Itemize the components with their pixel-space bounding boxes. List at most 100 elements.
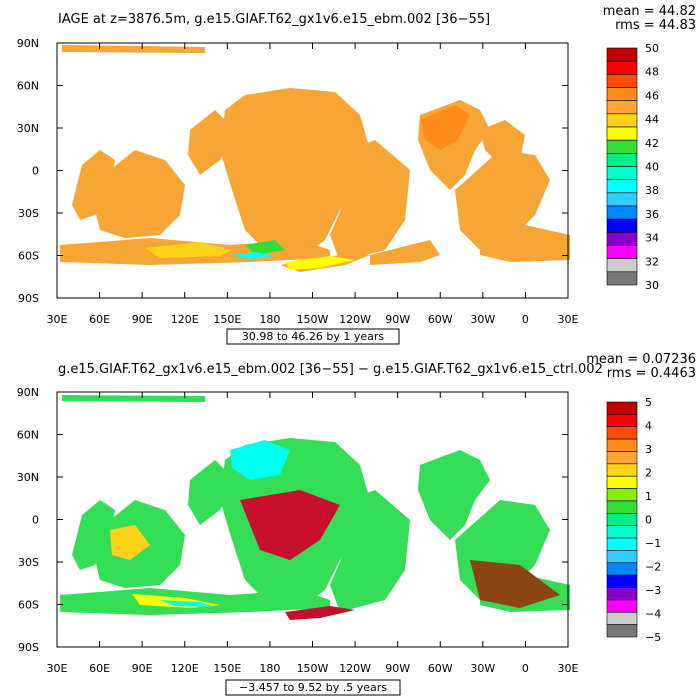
patch-bottom-brown-south-indian bbox=[160, 600, 215, 607]
patch-top-green-southeast bbox=[245, 240, 285, 255]
x-tick-label: 150W bbox=[297, 313, 329, 326]
colorbar-swatch bbox=[606, 500, 638, 514]
colorbar-swatch bbox=[606, 475, 638, 489]
colorbar-label: 2 bbox=[645, 467, 652, 480]
colorbar-swatch bbox=[606, 463, 638, 477]
field-region-top-africa-indian bbox=[72, 150, 115, 220]
colorbar-swatch bbox=[606, 550, 638, 564]
colorbar-swatch bbox=[606, 258, 638, 273]
y-tick-label: 60S bbox=[18, 599, 39, 612]
colorbar-label: 40 bbox=[645, 161, 659, 174]
colorbar-label: 46 bbox=[645, 89, 659, 102]
y-tick-label: 30S bbox=[18, 207, 39, 220]
x-tick-label: 30W bbox=[470, 662, 495, 675]
field-region-top-north-strip bbox=[62, 45, 205, 53]
field-region-bottom-east-pacific bbox=[330, 490, 410, 612]
colorbar-swatch bbox=[606, 245, 638, 259]
patch-top-cyan-band bbox=[230, 252, 275, 259]
colorbar-label: −5 bbox=[645, 631, 661, 644]
range-box-bottom bbox=[225, 679, 401, 696]
x-tick-label: 90W bbox=[385, 313, 410, 326]
colorbar-label: 30 bbox=[645, 279, 659, 292]
colorbar-bottom: 5 4 3 2 1 0 −1 −2 −3 −4 −5 bbox=[606, 396, 661, 644]
colorbar-swatch bbox=[606, 60, 638, 75]
field-region-top-se-atlantic bbox=[480, 225, 570, 262]
y-tick-labels-top: 90N 60N 30N 0 30S 60S 90S bbox=[17, 37, 39, 305]
y-tick-label: 60N bbox=[17, 429, 39, 442]
colorbar-label: −2 bbox=[645, 561, 661, 574]
patch-bottom-cyan-north-pacific bbox=[230, 440, 290, 480]
colorbar-label: 4 bbox=[645, 420, 652, 433]
colorbar-swatch bbox=[606, 166, 638, 180]
colorbar-swatch bbox=[606, 414, 638, 428]
patch-bottom-yellow-ross bbox=[285, 606, 355, 620]
y-tick-label: 30N bbox=[17, 122, 39, 135]
field-region-bottom-africa-indian bbox=[72, 500, 115, 570]
x-tick-label: 180 bbox=[259, 662, 280, 675]
x-tick-label: 60W bbox=[428, 313, 453, 326]
rms-label-top: rms = 44.83 bbox=[615, 18, 696, 33]
colorbar-swatch bbox=[606, 192, 638, 207]
colorbar-swatch bbox=[606, 113, 638, 128]
colorbar-swatch bbox=[606, 87, 638, 101]
y-tick-labels-bottom: 90N 60N 30N 0 30S 60S 90S bbox=[17, 386, 39, 654]
patch-top-yellow-ross bbox=[285, 256, 355, 270]
colorbar-label: 50 bbox=[645, 42, 659, 55]
axis-ticks-top bbox=[56, 42, 569, 299]
patch-top-yellow-south-indian bbox=[145, 242, 232, 258]
x-tick-label: 30E bbox=[558, 313, 579, 326]
patch-bottom-cyan-atlantic bbox=[470, 560, 560, 608]
x-tick-labels-top: 30E 60E 90E 120E 150E 180 150W 120W 90W 60W 30W 0 30… bbox=[47, 313, 579, 326]
field-region-top-atlantic-east bbox=[480, 120, 525, 165]
x-tick-label: 60E bbox=[89, 313, 110, 326]
range-box-top bbox=[226, 328, 400, 345]
x-tick-label: 60E bbox=[89, 662, 110, 675]
mean-label-bottom: mean = 0.07236 bbox=[586, 352, 696, 367]
colorbar-label: −4 bbox=[645, 608, 661, 621]
panel-title-bottom: g.e15.GIAF.T62_gx1v6.e15_ebm.002 [36−55]… bbox=[58, 362, 603, 377]
colorbar-swatch bbox=[606, 205, 638, 220]
field-region-bottom-north-strip bbox=[62, 395, 205, 402]
colorbar-swatch bbox=[606, 438, 638, 452]
field-region-top-indian-ocean bbox=[95, 150, 185, 238]
colorbar-swatch bbox=[606, 451, 638, 465]
colorbar-swatch bbox=[606, 624, 638, 638]
colorbar-label: −1 bbox=[645, 537, 661, 550]
field-region-top-antarctic-weddell bbox=[370, 240, 440, 265]
panel-top: 30E 60E 90E 120E 150E 180 150W 120W 90W 60W 30W 0 30… bbox=[17, 4, 696, 345]
colorbar-swatch bbox=[606, 139, 638, 154]
colorbar-label: 1 bbox=[645, 490, 652, 503]
x-tick-label: 90E bbox=[132, 662, 153, 675]
colorbar-swatch bbox=[606, 426, 638, 440]
x-tick-label: 0 bbox=[522, 313, 529, 326]
colorbar-swatch bbox=[606, 153, 638, 167]
map-top: 30E 60E 90E 120E 150E 180 150W 120W 90W 60W 30W 0 30… bbox=[17, 37, 579, 326]
y-tick-label: 60S bbox=[18, 250, 39, 263]
panel-title-top: IAGE at z=3876.5m, g.e15.GIAF.T62_gx1v6.… bbox=[58, 12, 490, 27]
colorbar-label: 42 bbox=[645, 137, 659, 150]
high-age-patches-top bbox=[145, 105, 470, 270]
colorbar-swatch bbox=[606, 47, 638, 62]
colorbar-label: 3 bbox=[645, 443, 652, 456]
colorbar-swatch bbox=[606, 587, 638, 601]
x-tick-label: 90W bbox=[385, 662, 410, 675]
x-tick-labels-bottom: 30E 60E 90E 120E 150E 180 150W 120W 90W 60W 30W 0 30… bbox=[47, 662, 579, 675]
x-tick-label: 120E bbox=[171, 313, 199, 326]
mean-label-top: mean = 44.82 bbox=[603, 4, 696, 19]
colorbar-label: 48 bbox=[645, 66, 659, 79]
range-label-bottom: −3.457 to 9.52 by .5 years bbox=[239, 681, 387, 694]
colorbar-swatch bbox=[606, 126, 638, 141]
colorbar-label: 32 bbox=[645, 255, 659, 268]
colorbar-swatch bbox=[606, 599, 638, 613]
colorbar-swatch bbox=[606, 488, 638, 502]
x-tick-label: 30E bbox=[47, 662, 68, 675]
patch-top-dark-orange-atlantic bbox=[420, 105, 470, 150]
x-tick-label: 180 bbox=[259, 313, 280, 326]
colorbar-swatch bbox=[606, 100, 638, 115]
x-tick-label: 30W bbox=[470, 313, 495, 326]
x-tick-label: 150W bbox=[297, 662, 329, 675]
colorbar-label: 5 bbox=[645, 396, 652, 409]
x-tick-label: 120W bbox=[339, 313, 371, 326]
axis-ticks-bottom bbox=[56, 391, 569, 648]
colorbar-swatch bbox=[606, 513, 638, 526]
